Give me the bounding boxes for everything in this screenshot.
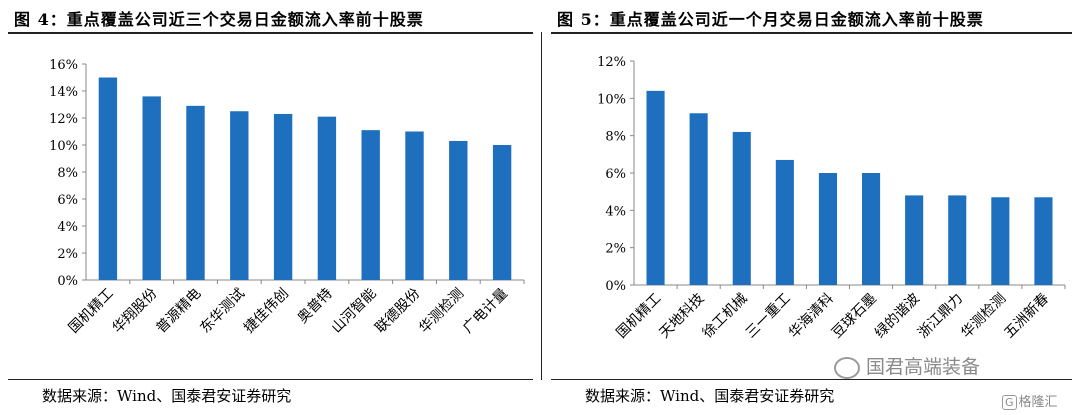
bar <box>775 159 794 285</box>
bar-chart-left: 0% 2% 4% 6% 8% 10% 12% 14% 16% 国机精工华翔股份普源精电东华测试捷佳… <box>49 58 525 337</box>
y-tick-label: 10% <box>597 92 626 107</box>
y-tick-label: 12% <box>597 55 626 70</box>
chart-panel-right: 图 5：重点覆盖公司近一个月交易日金额流入率前十股票 0% 2% 4% 6% 8% 10%… <box>543 0 1080 415</box>
x-tick-label: 奥普特 <box>294 285 336 327</box>
x-tick-label: 山河智能 <box>329 286 380 337</box>
bar <box>361 130 380 280</box>
bar <box>991 197 1010 285</box>
bar-chart-right: 0% 2% 4% 6% 8% 10% 12% 国机精工天地科技徐工机械三一重工华海清科豆球石墨… <box>597 55 1066 342</box>
x-tick-label: 广电计量 <box>460 286 511 337</box>
y-tick-label: 0% <box>605 279 626 294</box>
top-rule <box>8 32 533 34</box>
bar <box>142 96 161 281</box>
bar <box>449 140 468 280</box>
y-tick-label: 6% <box>605 167 626 182</box>
x-tick-label: 天地科技 <box>657 291 708 342</box>
bar <box>186 105 205 280</box>
y-tick-label: 0% <box>57 274 78 289</box>
bar <box>732 131 751 285</box>
x-tick-label: 联德股份 <box>372 286 423 337</box>
bar <box>405 131 424 280</box>
x-tick-label: 华海清科 <box>786 291 837 342</box>
x-tick-label: 华测检测 <box>958 291 1009 342</box>
x-tick-label: 五洲新春 <box>1001 291 1052 342</box>
y-tick-label: 10% <box>49 139 78 154</box>
bar <box>98 77 118 280</box>
y-tick-label: 2% <box>605 242 626 257</box>
y-tick-label: 16% <box>49 58 78 73</box>
bar <box>230 111 249 280</box>
x-tick-label: 国机精工 <box>66 286 117 337</box>
logo-text: 格隆汇 <box>1018 395 1058 410</box>
source-note: 数据来源：Wind、国泰君安证券研究 <box>42 387 292 405</box>
watermark: 国君高端装备 <box>834 352 980 379</box>
logo-box-icon: G <box>1002 395 1017 410</box>
bar <box>646 90 665 285</box>
y-tick-label: 8% <box>57 166 78 181</box>
watermark-text: 国君高端装备 <box>866 356 981 378</box>
y-tick-label: 8% <box>605 130 626 145</box>
top-rule <box>551 32 1072 34</box>
chart-title: 图 5：重点覆盖公司近一个月交易日金额流入率前十股票 <box>557 10 984 29</box>
bar <box>492 145 512 280</box>
x-tick-label: 三一重工 <box>743 291 794 342</box>
bottom-rule <box>8 379 533 380</box>
x-tick-label: 国机精工 <box>613 291 664 342</box>
y-tick-label: 4% <box>605 204 626 219</box>
x-tick-label: 豆球石墨 <box>829 291 880 342</box>
chart-panel-left: 图 4：重点覆盖公司近三个交易日金额流入率前十股票 0% 2% 4% 6% 8% 10% 1… <box>8 10 533 405</box>
chart-title: 图 4：重点覆盖公司近三个交易日金额流入率前十股票 <box>14 10 424 29</box>
bar <box>1034 197 1053 285</box>
y-tick-label: 6% <box>57 193 78 208</box>
y-tick-label: 12% <box>49 112 78 127</box>
bar <box>861 173 881 285</box>
x-tick-label: 捷佳伟创 <box>241 286 292 337</box>
bar <box>689 113 708 286</box>
bar <box>273 113 293 280</box>
bottom-rule <box>551 379 1072 380</box>
x-tick-label: 浙江鼎力 <box>915 291 966 342</box>
bar <box>818 173 838 285</box>
x-tick-label: 华翔股份 <box>110 286 161 337</box>
y-tick-label: 14% <box>49 85 78 100</box>
x-tick-label: 绿的谐波 <box>872 291 923 342</box>
y-tick-label: 2% <box>57 247 78 262</box>
y-tick-label: 4% <box>57 220 78 235</box>
panel-divider <box>541 32 542 380</box>
wechat-icon <box>834 356 860 379</box>
logo: G 格隆汇 <box>1002 391 1058 410</box>
bar <box>948 195 967 285</box>
source-note: 数据来源：Wind、国泰君安证券研究 <box>585 387 835 405</box>
x-tick-label: 普源精电 <box>153 286 204 337</box>
bar <box>317 116 337 281</box>
bar <box>905 195 924 285</box>
x-tick-label: 东华测试 <box>197 286 248 337</box>
x-tick-label: 华测检测 <box>416 286 467 337</box>
x-tick-label: 徐工机械 <box>700 291 751 342</box>
